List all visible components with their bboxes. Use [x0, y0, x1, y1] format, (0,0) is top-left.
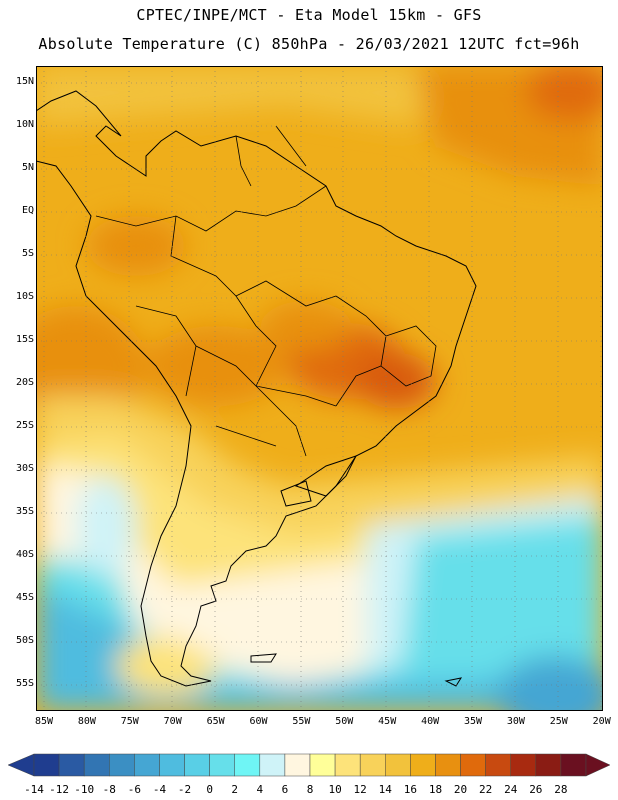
colorbar-tick-label: 24 — [504, 783, 518, 796]
colorbar-tick-label: 28 — [554, 783, 568, 796]
colorbar-swatch — [134, 753, 160, 777]
coastlines — [36, 90, 477, 687]
lat-tick-label: 10N — [15, 119, 34, 130]
lon-tick-label: 70W — [163, 716, 182, 727]
colorbar-swatch — [510, 753, 537, 777]
colorbar-swatch — [334, 753, 361, 777]
colorbar-tick-label: 16 — [403, 783, 417, 796]
colorbar-tick-label: -2 — [177, 783, 192, 796]
colorbar-tick-label: 10 — [328, 783, 342, 796]
lat-tick-label: 20S — [15, 377, 34, 388]
lat-tick-label: 5S — [21, 248, 34, 259]
map-title: CPTEC/INPE/MCT - Eta Model 15km - GFS — [136, 6, 482, 24]
colorbar-swatch — [535, 753, 562, 777]
colorbar-tick-label: 0 — [206, 783, 213, 796]
lon-tick-label: 80W — [77, 716, 96, 727]
colorbar-tick-label: -8 — [102, 783, 116, 796]
lon-tick-label: 60W — [249, 716, 268, 727]
lon-tick-label: 30W — [506, 716, 525, 727]
lat-tick-label: 50S — [15, 635, 34, 646]
lon-tick-label: 40W — [421, 716, 440, 727]
lon-tick-label: 20W — [592, 716, 611, 727]
lat-tick-label: 45S — [15, 592, 34, 603]
colorbar-swatch — [309, 753, 336, 777]
colorbar-tick-label: 18 — [428, 783, 443, 796]
colorbar-tick-label: 22 — [479, 783, 493, 796]
colorbar-swatch — [284, 753, 311, 777]
colorbar-swatch — [460, 753, 486, 777]
temperature-map — [36, 66, 603, 711]
lat-tick-label: 35S — [15, 506, 34, 517]
lat-tick-label: 5N — [21, 162, 34, 173]
colorbar-swatch — [485, 753, 511, 777]
colorbar-swatch — [435, 753, 461, 777]
colorbar-swatch — [184, 753, 210, 777]
colorbar-tick-label: 2 — [231, 783, 239, 796]
lat-tick-label: 40S — [15, 549, 34, 560]
lon-tick-label: 50W — [335, 716, 354, 727]
colorbar-swatch — [410, 753, 436, 777]
colorbar-tick-label: -12 — [49, 783, 70, 796]
colorbar-tick-label: 6 — [281, 783, 289, 796]
colorbar-swatch — [259, 753, 286, 777]
colorbar-swatch — [109, 753, 135, 777]
map-area — [36, 66, 603, 711]
lat-tick-label: EQ — [21, 205, 34, 216]
lon-tick-label: 55W — [292, 716, 311, 727]
temperature-fields — [36, 66, 603, 711]
lon-tick-label: 85W — [34, 716, 54, 727]
colorbar-tick-label: 4 — [256, 783, 264, 796]
colorbar-high-arrow — [585, 753, 611, 777]
lat-tick-label: 55S — [15, 678, 34, 689]
colorbar-tick-label: 8 — [306, 783, 314, 796]
colorbar-swatch — [209, 753, 235, 777]
lat-tick-label: 10S — [15, 291, 34, 302]
colorbar-swatch — [385, 753, 411, 777]
colorbar-swatch — [58, 753, 85, 777]
colorbar-tick-label: 26 — [529, 783, 543, 796]
lon-tick-label: 65W — [206, 716, 225, 727]
colorbar-swatch — [560, 753, 587, 777]
lon-tick-label: 75W — [120, 716, 139, 727]
lat-tick-label: 15S — [15, 334, 34, 345]
colorbar-tick-label: -4 — [152, 783, 167, 796]
country-borders — [95, 125, 437, 457]
lat-tick-label: 25S — [15, 420, 34, 431]
lon-tick-label: 45W — [378, 716, 397, 727]
colorbar-swatch — [33, 753, 60, 777]
lon-tick-label: 25W — [549, 716, 568, 727]
colorbar-tick-label: -14 — [24, 783, 44, 796]
colorbar-swatch — [159, 753, 185, 777]
colorbar-swatch — [359, 753, 386, 777]
colorbar-tick-label: 14 — [378, 783, 392, 796]
map-subtitle: Absolute Temperature (C) 850hPa - 26/03/… — [38, 35, 580, 53]
colorbar — [7, 753, 611, 777]
map-border — [36, 66, 603, 711]
colorbar-swatch — [83, 753, 110, 777]
colorbar-low-arrow — [7, 753, 35, 777]
colorbar-swatch — [234, 753, 261, 777]
colorbar-tick-label: 20 — [453, 783, 468, 796]
lat-tick-label: 15N — [15, 76, 34, 87]
colorbar-tick-label: -6 — [127, 783, 141, 796]
lat-tick-label: 30S — [15, 463, 34, 474]
lon-tick-label: 35W — [463, 716, 483, 727]
colorbar-tick-label: 12 — [353, 783, 367, 796]
colorbar-tick-label: -10 — [74, 783, 95, 796]
